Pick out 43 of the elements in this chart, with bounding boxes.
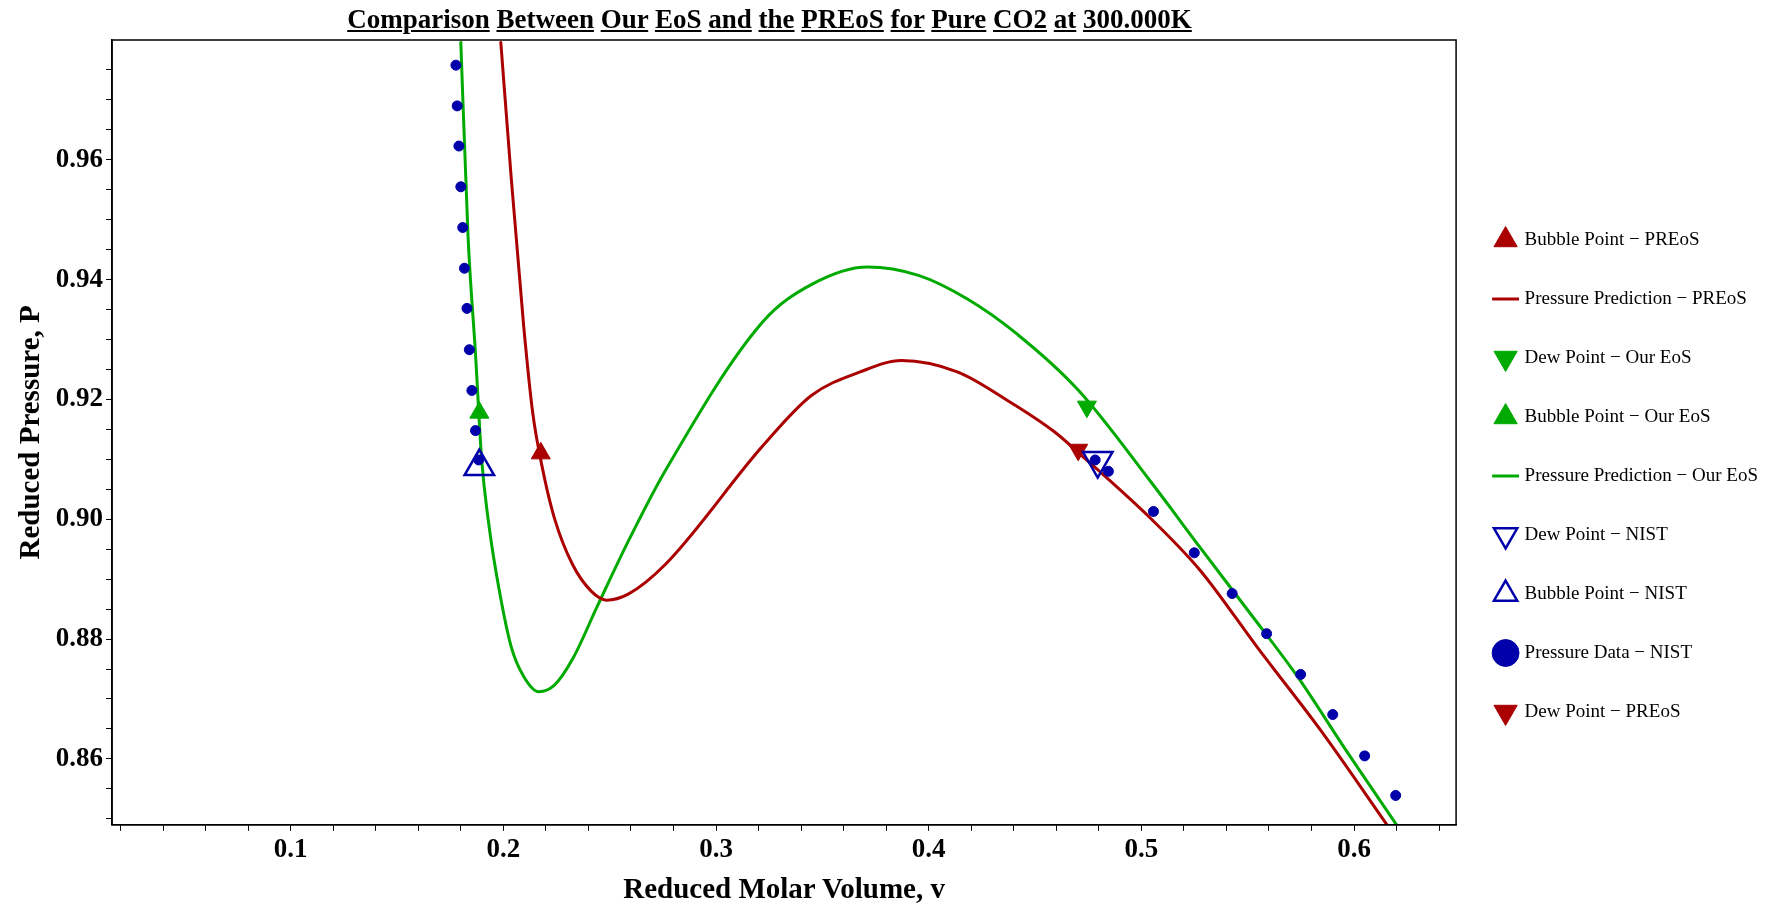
x-tick-label: 0.5 xyxy=(1124,832,1159,863)
x-axis-title: Reduced Molar Volume, v xyxy=(623,872,946,905)
y-tick-label: 0.96 xyxy=(55,142,104,173)
point xyxy=(1226,588,1238,600)
point xyxy=(1359,750,1371,762)
chart-title: Comparison Between Our EoS and the PREoS for Pure CO2 at 300.000K xyxy=(347,4,1192,34)
point xyxy=(458,262,470,274)
legend-label: Pressure Prediction − PREoS xyxy=(1524,286,1747,308)
x-tick-label: 0.6 xyxy=(1337,832,1371,863)
y-tick-label: 0.86 xyxy=(55,741,104,772)
legend-label: Dew Point − NIST xyxy=(1524,522,1669,544)
legend-label: Pressure Prediction − Our EoS xyxy=(1524,463,1759,485)
y-tick-label: 0.92 xyxy=(55,382,104,413)
point xyxy=(461,302,473,314)
x-tick-label: 0.2 xyxy=(486,832,521,863)
x-tick-label: 0.3 xyxy=(699,832,733,863)
legend-label: Dew Point − PREoS xyxy=(1524,699,1681,721)
y-tick-label: 0.90 xyxy=(55,502,104,533)
point xyxy=(451,100,463,112)
point xyxy=(450,59,462,71)
point xyxy=(1147,505,1159,517)
legend-label: Bubble Point − Our EoS xyxy=(1524,404,1711,426)
legend-label: Bubble Point − PREoS xyxy=(1524,227,1700,249)
point xyxy=(463,344,475,356)
legend-label: Pressure Data − NIST xyxy=(1524,640,1693,662)
legend-label: Dew Point − Our EoS xyxy=(1524,345,1692,367)
y-tick-label: 0.94 xyxy=(55,262,104,293)
point xyxy=(1390,789,1402,801)
point xyxy=(1295,668,1307,680)
point xyxy=(1327,709,1339,721)
point xyxy=(457,222,469,234)
point xyxy=(1188,547,1200,559)
point xyxy=(1102,465,1114,477)
x-tick-label: 0.1 xyxy=(273,832,308,863)
point xyxy=(466,384,478,396)
legend-label: Bubble Point − NIST xyxy=(1524,581,1688,603)
point xyxy=(469,425,481,437)
point xyxy=(1261,628,1273,640)
point xyxy=(455,181,467,193)
point xyxy=(453,140,465,152)
y-axis-title: Reduced Pressure, P xyxy=(12,305,45,560)
y-tick-label: 0.88 xyxy=(55,622,104,653)
x-tick-label: 0.4 xyxy=(911,832,946,863)
